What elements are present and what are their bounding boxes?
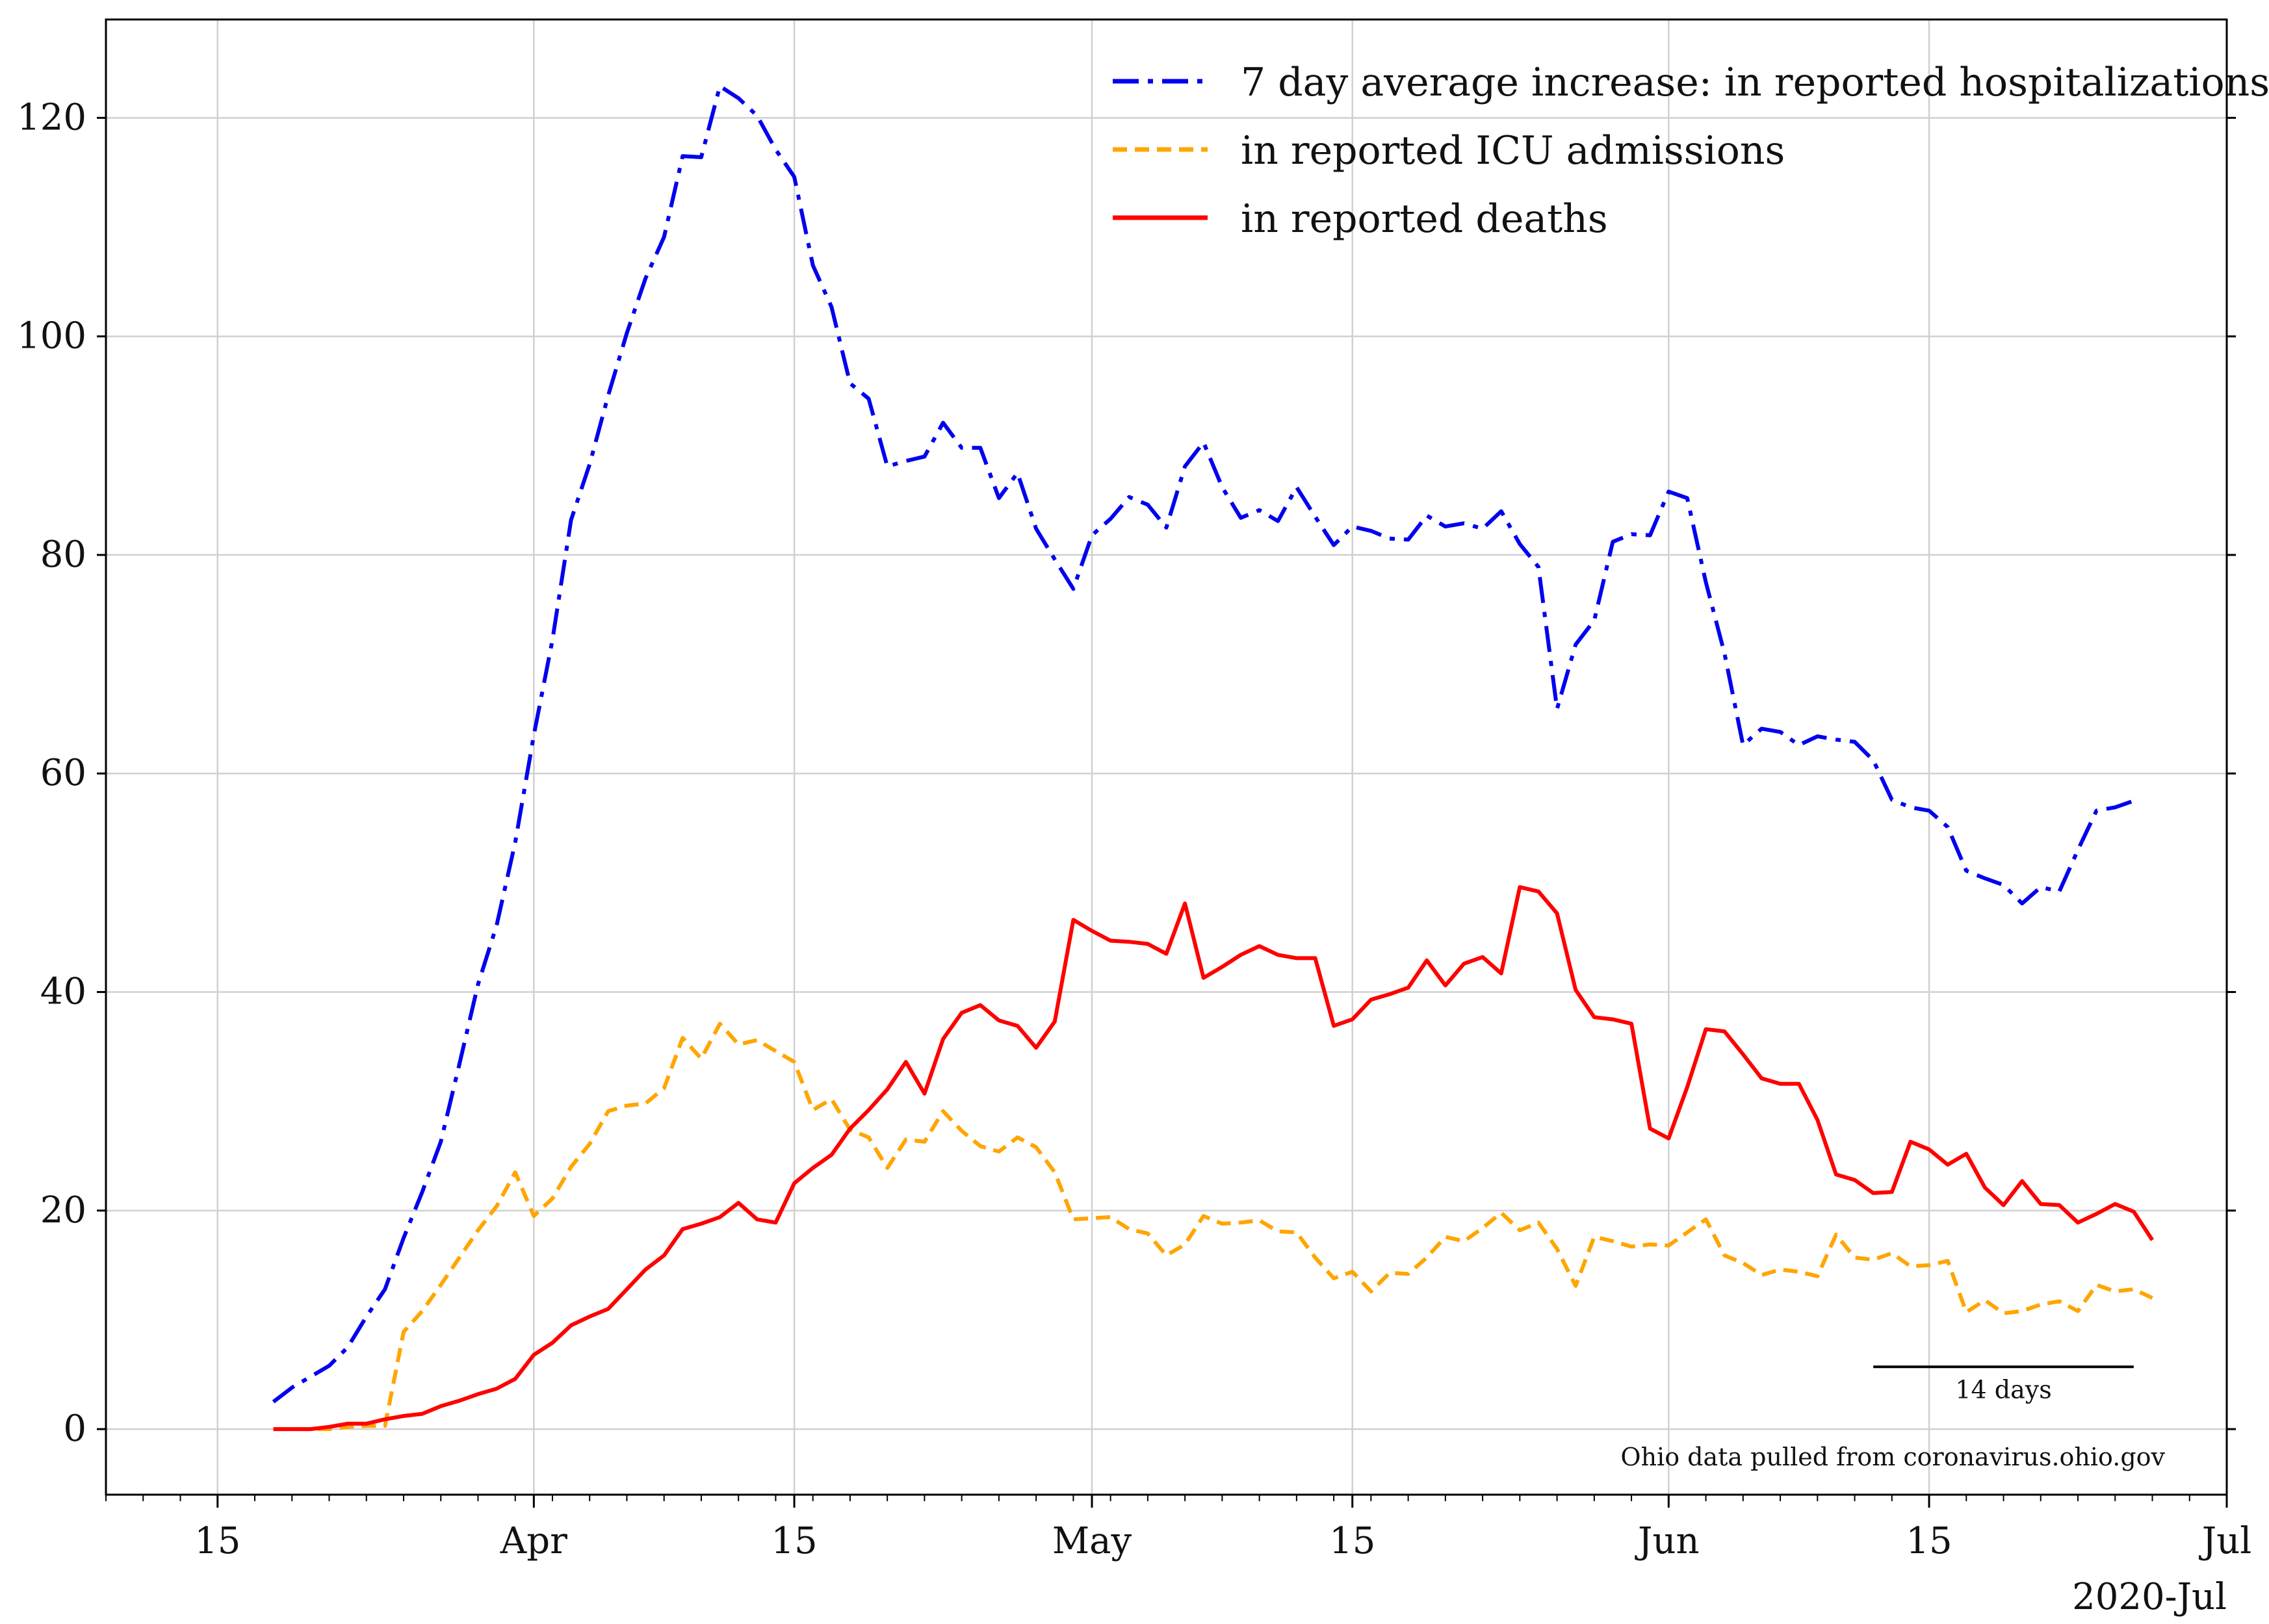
plot-frame xyxy=(105,18,2228,1496)
series-line-1 xyxy=(273,1022,2153,1432)
series-line-0 xyxy=(272,84,2134,1404)
legend-label-2: in reported deaths xyxy=(1241,196,1608,242)
series-line-2 xyxy=(273,885,2155,1432)
x-tick-label: Jul xyxy=(2199,1520,2251,1562)
source-note: Ohio data pulled from coronavirus.ohio.g… xyxy=(1620,1443,2165,1471)
x-tick-label: 15 xyxy=(194,1520,240,1562)
x-axis-offset-label: 2020-Jul xyxy=(2072,1576,2227,1618)
x-tick-label: May xyxy=(1052,1520,1132,1562)
y-tick-label: 120 xyxy=(17,96,86,138)
x-tick-label: Apr xyxy=(500,1520,567,1562)
y-tick-label: 80 xyxy=(40,534,86,576)
x-tick-label: 15 xyxy=(771,1520,817,1562)
legend-label-0: 7 day average increase: in reported hosp… xyxy=(1241,60,2269,105)
y-tick-label: 60 xyxy=(40,752,86,794)
y-tick-label: 100 xyxy=(17,315,86,357)
x-tick-label: Jun xyxy=(1635,1520,1700,1562)
y-tick-label: 0 xyxy=(63,1408,86,1450)
y-tick-label: 40 xyxy=(40,971,86,1013)
x-tick-label: 15 xyxy=(1329,1520,1375,1562)
x-tick-label: 15 xyxy=(1906,1520,1952,1562)
legend-label-1: in reported ICU admissions xyxy=(1241,128,1785,174)
y-tick-label: 20 xyxy=(40,1189,86,1231)
scale-bar-label: 14 days xyxy=(1955,1375,2051,1404)
